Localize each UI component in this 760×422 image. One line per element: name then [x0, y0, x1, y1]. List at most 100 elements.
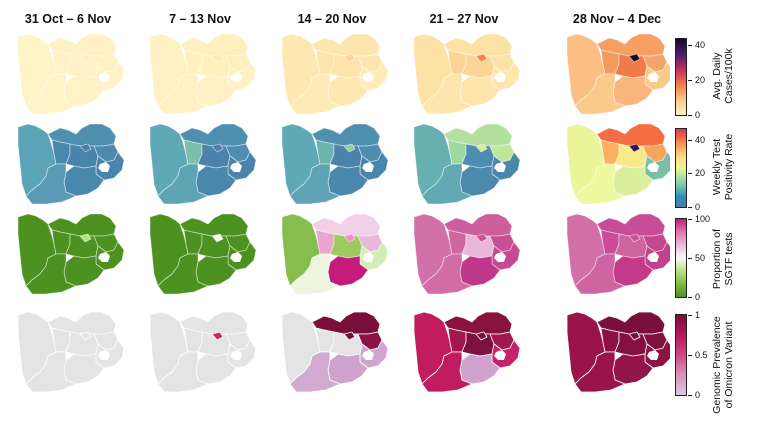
tick-label: 0	[695, 292, 701, 302]
province-south	[421, 163, 473, 205]
lesotho-gap	[362, 350, 374, 360]
province-gauteng	[475, 143, 488, 153]
lesotho-gap	[362, 252, 374, 262]
tick-label: 0	[695, 390, 701, 400]
province-south	[25, 73, 77, 115]
province-south	[574, 351, 626, 393]
province-gauteng	[79, 53, 92, 63]
map-cases-week-2	[149, 33, 257, 115]
legend-sgtf: 100 50 0 Proportion of SGTF tests	[675, 214, 755, 302]
colorbar-cases	[675, 38, 687, 116]
province-south	[421, 253, 473, 295]
tick-label: 20	[695, 75, 706, 85]
lesotho-gap	[230, 350, 242, 360]
map-sgtf-week-3	[281, 213, 389, 295]
lesotho-gap	[494, 72, 506, 82]
province-south	[157, 73, 209, 115]
colorbar-genomic	[675, 314, 687, 396]
province-south	[574, 253, 626, 295]
tick-label: 40	[695, 135, 706, 145]
column-title-2: 7 – 13 Nov	[169, 12, 231, 26]
lesotho-gap	[98, 350, 110, 360]
column-title-3: 14 – 20 Nov	[297, 12, 367, 26]
map-cases-week-4	[413, 33, 521, 115]
lesotho-gap	[230, 72, 242, 82]
legend-genomic: 1 0.5 0 Genomic Prevalence of Omicron Var…	[675, 310, 755, 414]
lesotho-gap	[230, 252, 242, 262]
province-gauteng	[628, 53, 641, 63]
lesotho-gap	[647, 162, 659, 172]
province-south	[289, 73, 341, 115]
map-cases-week-3	[281, 33, 389, 115]
province-south	[157, 351, 209, 393]
province-gauteng	[475, 53, 488, 63]
map-positivity-week-2	[149, 123, 257, 205]
tick-label: 20	[695, 168, 706, 178]
province-gauteng	[211, 143, 224, 153]
map-positivity-week-5	[566, 123, 670, 205]
legend-cases: 40 20 0 Avg. Daily Cases/100k	[675, 38, 755, 120]
province-south	[289, 351, 341, 393]
province-south	[25, 253, 77, 295]
map-sgtf-week-5	[566, 213, 670, 295]
legend-title-sgtf: Proportion of SGTF tests	[711, 228, 735, 290]
column-title-4: 21 – 27 Nov	[429, 12, 499, 26]
province-south	[289, 253, 341, 295]
lesotho-gap	[647, 350, 659, 360]
province-gauteng	[79, 233, 92, 243]
tick-label: 50	[695, 253, 706, 263]
map-genomic-week-3	[281, 311, 389, 393]
tick-label: 100	[695, 214, 711, 224]
province-south	[574, 163, 626, 205]
province-gauteng	[79, 143, 92, 153]
map-sgtf-week-4	[413, 213, 521, 295]
lesotho-gap	[98, 72, 110, 82]
map-cases-week-1	[17, 33, 125, 115]
province-south	[25, 163, 77, 205]
province-south	[421, 73, 473, 115]
province-south	[421, 351, 473, 393]
province-gauteng	[343, 331, 356, 341]
lesotho-gap	[362, 72, 374, 82]
province-gauteng	[628, 143, 641, 153]
tick-label: 0	[695, 202, 701, 212]
column-title-5: 28 Nov – 4 Dec	[572, 12, 662, 26]
legend-title-cases: Avg. Daily Cases/100k	[711, 48, 735, 104]
tick-label: 0	[695, 110, 701, 120]
map-sgtf-week-1	[17, 213, 125, 295]
lesotho-gap	[647, 72, 659, 82]
province-south	[157, 253, 209, 295]
map-grid	[17, 33, 670, 393]
lesotho-gap	[494, 162, 506, 172]
map-positivity-week-1	[17, 123, 125, 205]
map-genomic-week-5	[566, 311, 670, 393]
lesotho-gap	[230, 162, 242, 172]
lesotho-gap	[647, 252, 659, 262]
province-gauteng	[211, 53, 224, 63]
lesotho-gap	[362, 162, 374, 172]
map-positivity-week-3	[281, 123, 389, 205]
lesotho-gap	[494, 350, 506, 360]
province-gauteng	[628, 233, 641, 243]
map-cases-week-5	[566, 33, 670, 115]
province-gauteng	[343, 143, 356, 153]
lesotho-gap	[98, 162, 110, 172]
tick-label: 40	[695, 40, 706, 50]
province-south	[25, 351, 77, 393]
map-sgtf-week-2	[149, 213, 257, 295]
map-genomic-week-4	[413, 311, 521, 393]
province-gauteng	[628, 331, 641, 341]
province-south	[289, 163, 341, 205]
legend-title-genomic: Genomic Prevalence of Omicron Variant	[711, 316, 735, 414]
province-gauteng	[343, 53, 356, 63]
lesotho-gap	[98, 252, 110, 262]
column-title-1: 31 Oct – 6 Nov	[24, 12, 112, 26]
tick-label: 1	[695, 310, 701, 320]
province-gauteng	[343, 233, 356, 243]
province-south	[157, 163, 209, 205]
province-gauteng	[79, 331, 92, 341]
map-genomic-week-1	[17, 311, 125, 393]
colorbar-sgtf	[675, 218, 687, 298]
tick-label: 0.5	[695, 350, 708, 360]
province-gauteng	[475, 331, 488, 341]
